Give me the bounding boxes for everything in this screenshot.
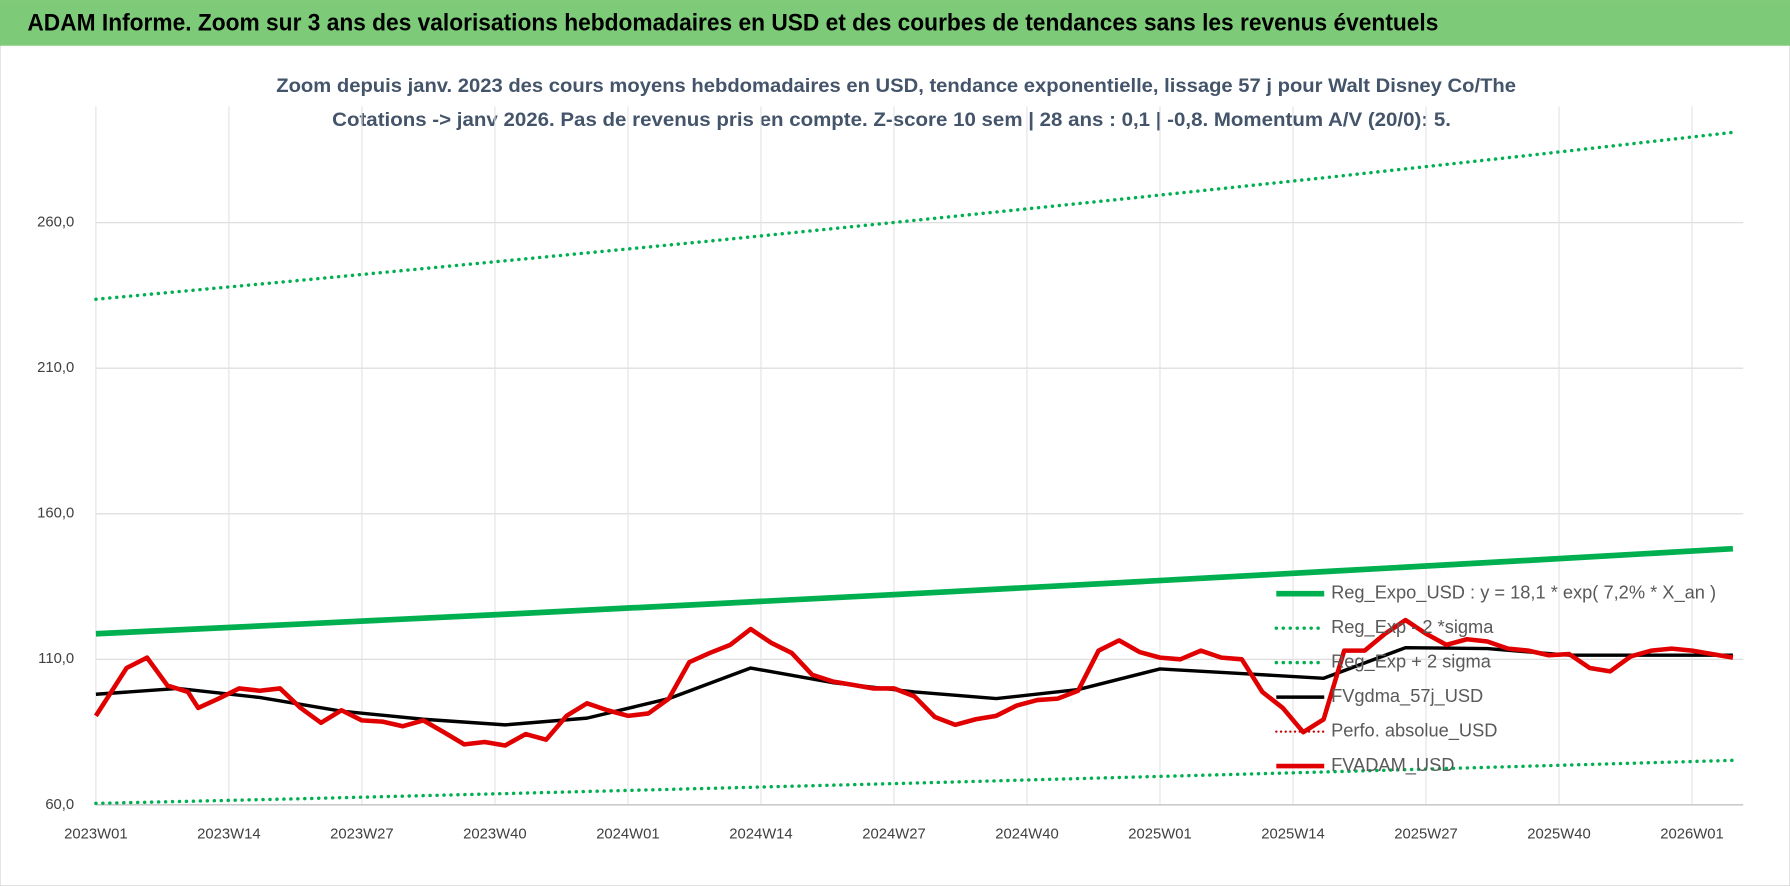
series-line [93, 617, 1734, 748]
y-tick-label: 160,0 [37, 506, 74, 522]
x-tick-label: 2023W01 [64, 826, 127, 842]
x-tick-label: 2024W40 [995, 826, 1058, 842]
x-tick-label: 2025W14 [1261, 826, 1324, 842]
header-band [0, 0, 1790, 46]
series-line [95, 545, 1734, 637]
legend-label: Perfo. absolue_USD [1331, 719, 1497, 741]
legend: Reg_Expo_USD : y = 18,1 * exp( 7,2% * X_… [1274, 582, 1716, 776]
x-tick-label: 2025W27 [1394, 826, 1457, 842]
x-tick-label: 2025W40 [1527, 826, 1590, 842]
x-tick-label: 2023W14 [197, 826, 260, 842]
series-line [95, 645, 1733, 727]
series-line [94, 758, 1735, 806]
x-tick-label: 2025W01 [1128, 826, 1191, 842]
legend-label: FVgdma_57j_USD [1331, 685, 1483, 707]
y-tick-label: 110,0 [38, 651, 74, 667]
legend-label: Reg_Exp + 2 sigma [1331, 650, 1492, 672]
series-line [94, 130, 1735, 301]
grid: 60,0 110,0 160,0 210,0 260,0 2023W01 2023W14 20… [37, 106, 1744, 842]
legend-label: FVADAM_USD [1331, 754, 1454, 776]
y-tick-label: 260,0 [37, 215, 74, 231]
header-title: ADAM Informe. Zoom sur 3 ans des valoris… [27, 9, 1438, 36]
x-tick-label: 2026W01 [1660, 826, 1723, 842]
x-tick-label: 2024W27 [862, 826, 925, 842]
x-tick-label: 2024W01 [596, 826, 659, 842]
x-tick-label: 2023W27 [330, 826, 393, 842]
chart-subtitle: Cotations -> janv 2026. Pas de revenus p… [332, 109, 1451, 131]
plot [93, 130, 1735, 806]
x-tick-label: 2023W40 [463, 826, 526, 842]
y-tick-label: 210,0 [37, 360, 74, 376]
x-tick-label: 2024W14 [729, 826, 792, 842]
y-tick-label: 60,0 [45, 797, 74, 813]
legend-label: Reg_Exp - 2 *sigma [1331, 616, 1494, 638]
legend-label: Reg_Expo_USD : y = 18,1 * exp( 7,2% * X_… [1331, 582, 1716, 604]
chart-title: Zoom depuis janv. 2023 des cours moyens … [276, 75, 1516, 97]
